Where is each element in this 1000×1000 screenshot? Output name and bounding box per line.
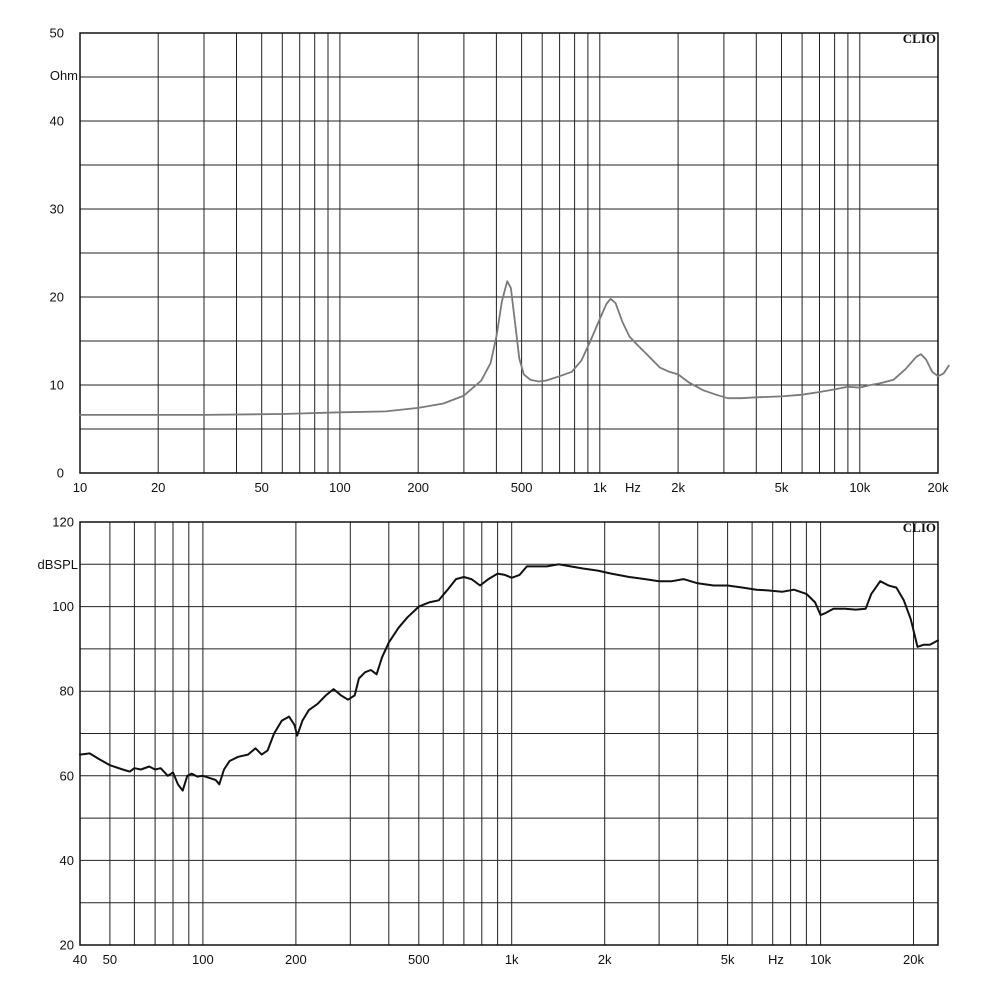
x-tick-label: 20k xyxy=(903,952,924,967)
x-tick-label: 500 xyxy=(408,952,430,967)
y-tick-label: 0 xyxy=(57,466,64,481)
x-tick-label: 50 xyxy=(254,480,268,495)
x-tick-label: 200 xyxy=(407,480,429,495)
spl-curve xyxy=(79,563,939,792)
y-tick-label: 60 xyxy=(60,768,74,783)
x-tick-label: 50 xyxy=(103,952,117,967)
y-tick-label: 10 xyxy=(50,378,64,393)
x-tick-label: 1k xyxy=(593,480,607,495)
x-tick-label: 40 xyxy=(73,952,87,967)
x-tick-label: 100 xyxy=(329,480,351,495)
frequency-response-chart: 40 50 100 200 500 1k 2k 5k 10k 20k20406080100120d… xyxy=(38,515,939,967)
x-tick-label: 2k xyxy=(671,480,685,495)
y-tick-label: 40 xyxy=(60,853,74,868)
plot-frame xyxy=(79,32,939,474)
impedance-curve xyxy=(79,280,950,416)
impedance-chart: 10 20 50 100 200 500 1k 2k 5k 10k 20k 0 10 20 30 40 50 Oh… xyxy=(50,26,950,495)
x-tick-label: 200 xyxy=(285,952,307,967)
y-axis-unit-label: dBSPL xyxy=(38,557,78,572)
plot-frame xyxy=(79,521,939,946)
y-axis-unit-label: Ohm xyxy=(50,68,78,83)
x-tick-label: 2k xyxy=(598,952,612,967)
x-axis-unit-label: Hz xyxy=(768,952,784,967)
x-tick-label: 10 xyxy=(73,480,87,495)
x-tick-label: 10k xyxy=(810,952,831,967)
x-tick-label: 20 xyxy=(151,480,165,495)
y-tick-label: 40 xyxy=(50,114,64,129)
y-tick-label: 50 xyxy=(50,26,64,41)
y-tick-label: 100 xyxy=(52,599,74,614)
y-tick-label: 20 xyxy=(50,290,64,305)
y-tick-label: 30 xyxy=(50,202,64,217)
x-tick-label: 5k xyxy=(721,952,735,967)
x-tick-label: 1k xyxy=(505,952,519,967)
y-tick-label: 80 xyxy=(60,684,74,699)
x-axis-unit-label: Hz xyxy=(625,480,641,495)
x-tick-label: 100 xyxy=(192,952,214,967)
x-tick-label: 5k xyxy=(775,480,789,495)
x-tick-label: 500 xyxy=(511,480,533,495)
y-tick-label: 120 xyxy=(52,515,74,530)
x-tick-label: 20k xyxy=(928,480,949,495)
x-tick-label: 10k xyxy=(849,480,870,495)
clio-brand-label: CLIO xyxy=(903,31,936,46)
y-tick-label: 20 xyxy=(60,938,74,953)
clio-brand-label: CLIO xyxy=(903,520,936,535)
